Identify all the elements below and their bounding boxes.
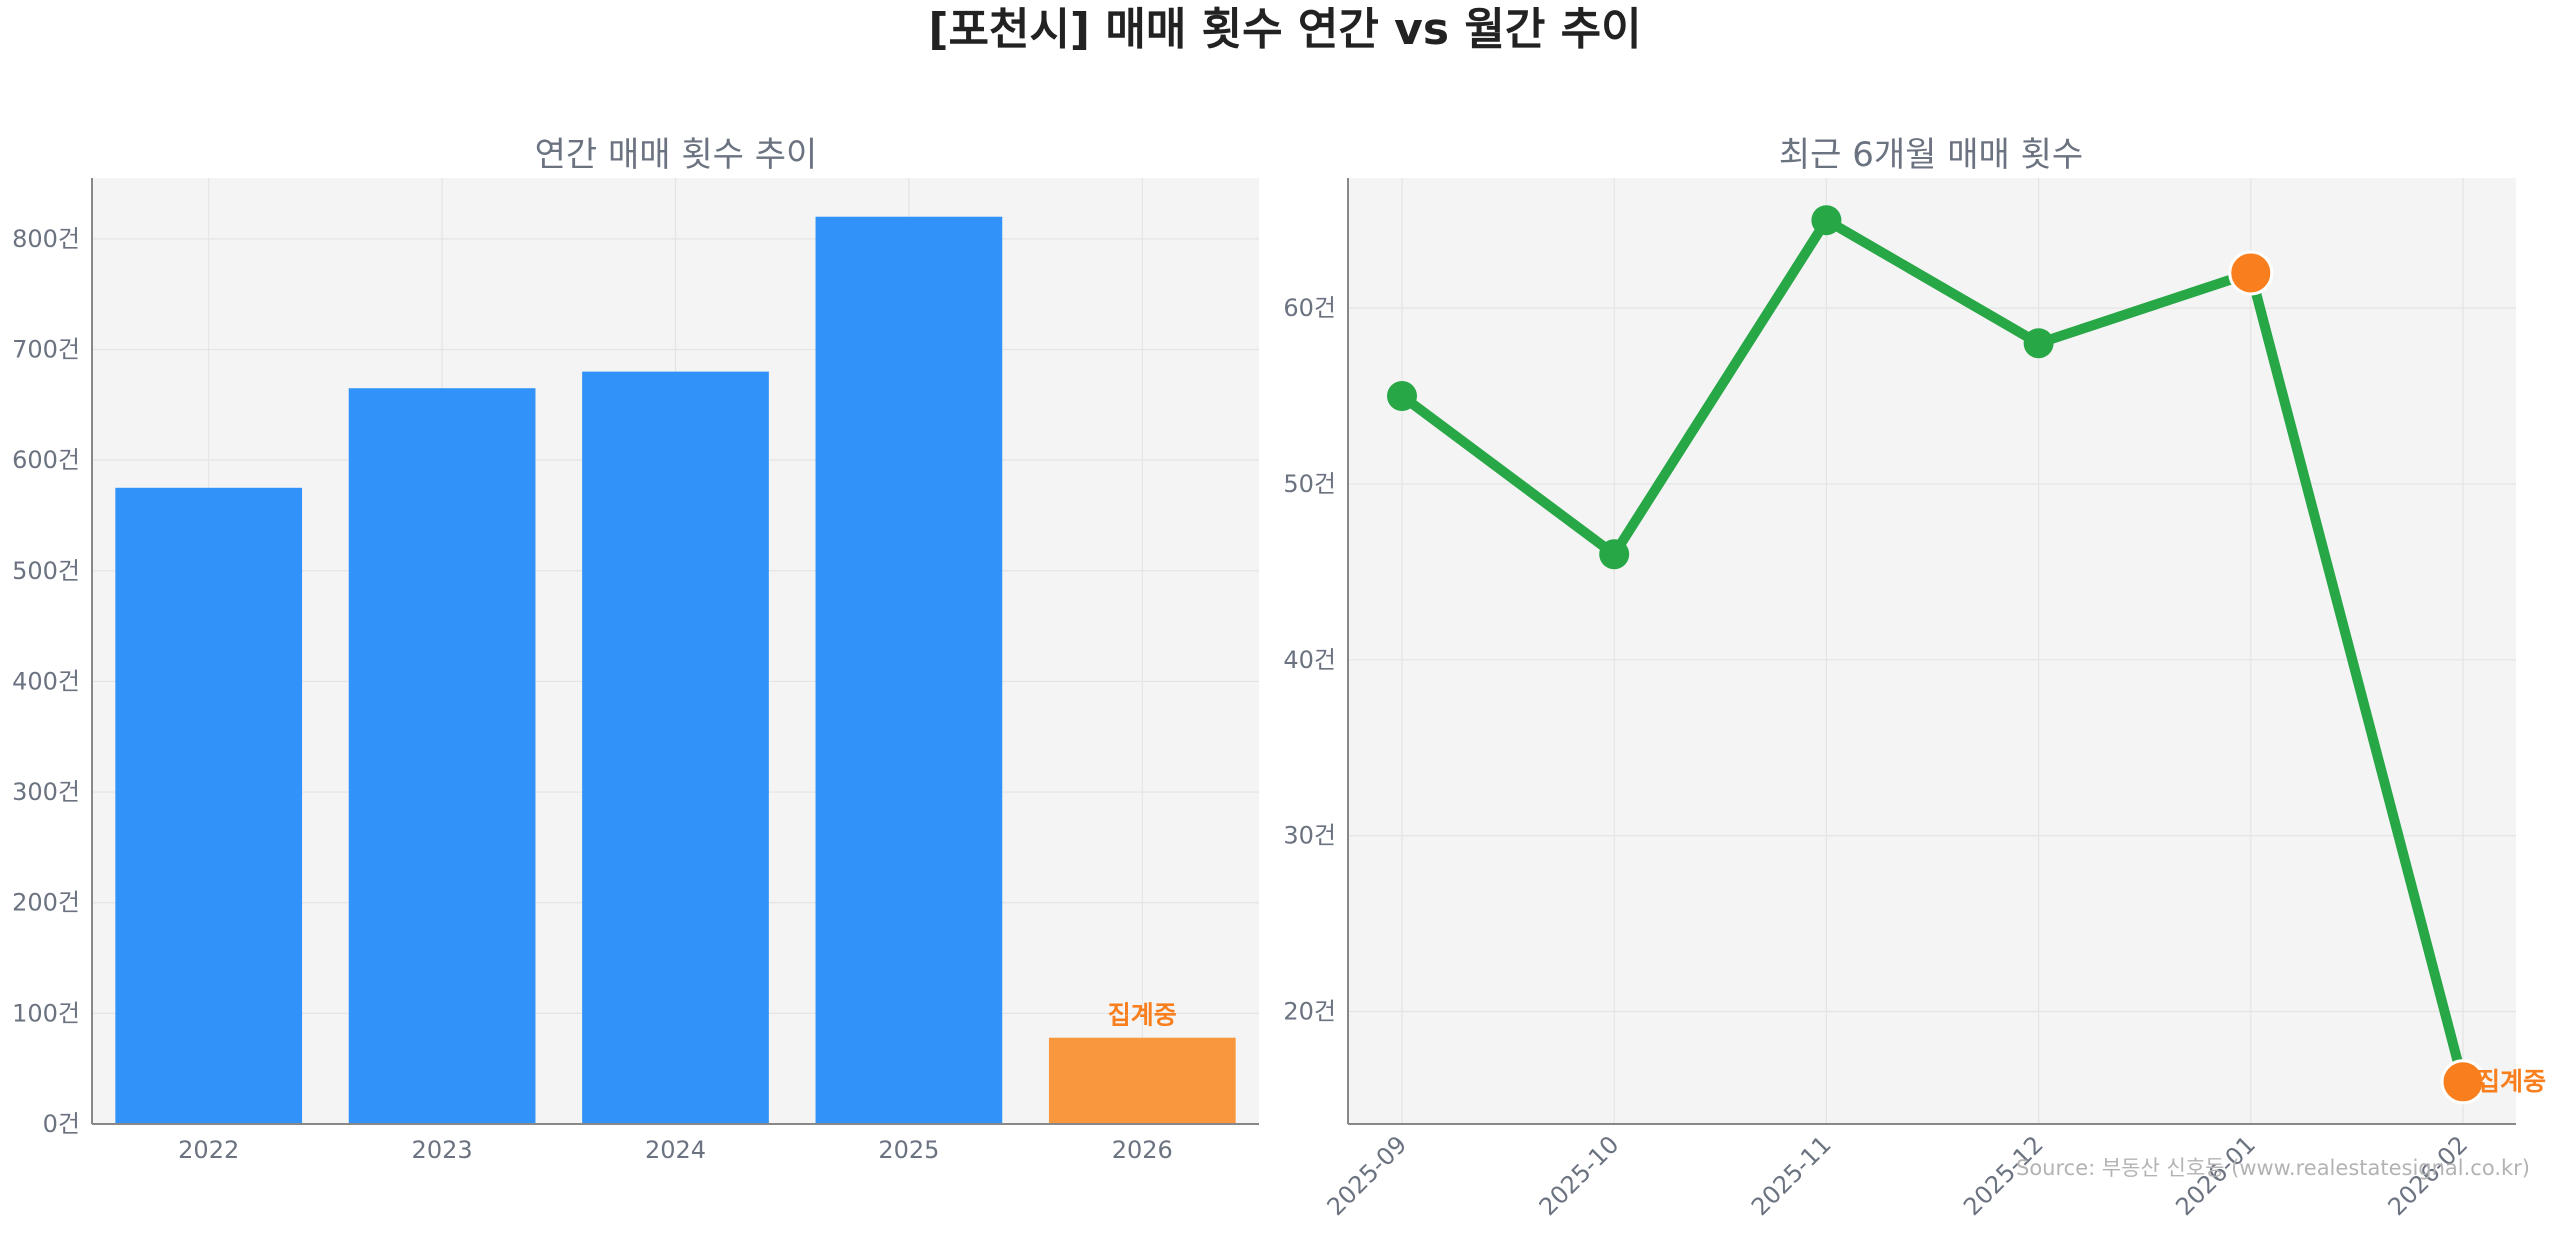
- bar-chart-title: 연간 매매 횟수 추이: [535, 135, 818, 175]
- monthly-line-chart: 최근 6개월 매매 횟수 집계중 20건 30건 40건 50건 60건 2025-09 20…: [1283, 135, 2546, 1221]
- bar-y-tick-label: 300건: [12, 778, 80, 806]
- bar-x-tick-label: 2024: [645, 1136, 706, 1164]
- bar-y-tick-label: 800건: [12, 225, 80, 253]
- line-x-tick-label: 2025-11: [1746, 1130, 1837, 1221]
- bar-2023: [348, 388, 536, 1124]
- bar-x-tick-label: 2022: [178, 1136, 239, 1164]
- line-y-tick-label: 40건: [1283, 646, 1336, 674]
- line-point-2025-11: [1811, 205, 1842, 236]
- line-y-tick-label: 30건: [1283, 822, 1336, 850]
- line-point-2025-12: [2023, 328, 2054, 359]
- bar-annotation: 집계중: [1108, 1001, 1177, 1030]
- line-annotation: 집계중: [2477, 1067, 2546, 1096]
- bar-2025: [815, 216, 1003, 1124]
- bar-2026: [1048, 1037, 1236, 1124]
- bar-x-tick-label: 2025: [878, 1136, 939, 1164]
- bar-y-tick-label: 400건: [12, 667, 80, 695]
- bar-y-tick-label: 500건: [12, 557, 80, 585]
- line-point-2025-10: [1599, 539, 1630, 570]
- bar-y-tick-label: 700건: [12, 335, 80, 363]
- annual-bar-chart: 연간 매매 횟수 추이 집계중 0건 100건 200건 300건 400건 500건 600…: [12, 135, 1259, 1164]
- bar-y-tick-label: 100건: [12, 999, 80, 1027]
- line-chart-title: 최근 6개월 매매 횟수: [1779, 135, 2083, 175]
- bar-2022: [115, 487, 303, 1125]
- bar-2024: [582, 371, 769, 1124]
- figure-title: [포천시] 매매 횟수 연간 vs 월간 추이: [928, 4, 1641, 55]
- bar-x-tick-label: 2026: [1112, 1136, 1173, 1164]
- bar-y-tick-label: 600건: [12, 446, 80, 474]
- bar-y-tick-label: 0건: [43, 1110, 80, 1138]
- line-y-tick-label: 50건: [1283, 470, 1336, 498]
- line-series: [1397, 215, 2468, 1087]
- line-point-highlight-2026-01: [2228, 250, 2274, 296]
- line-plot-area: [1348, 178, 2516, 1124]
- bar-x-tick-label: 2023: [412, 1136, 473, 1164]
- line-y-tick-label: 60건: [1283, 294, 1336, 322]
- source-note: Source: 부동산 신호등 (www.realestatesignal.co…: [2016, 1156, 2530, 1180]
- line-x-tick-label: 2025-09: [1322, 1130, 1413, 1221]
- line-x-tick-label: 2025-10: [1534, 1130, 1625, 1221]
- line-y-tick-label: 20건: [1283, 997, 1336, 1025]
- line-point-2025-09: [1387, 381, 1417, 412]
- bar-y-tick-label: 200건: [12, 889, 80, 917]
- line-point-highlight-2026-02: [2440, 1059, 2486, 1105]
